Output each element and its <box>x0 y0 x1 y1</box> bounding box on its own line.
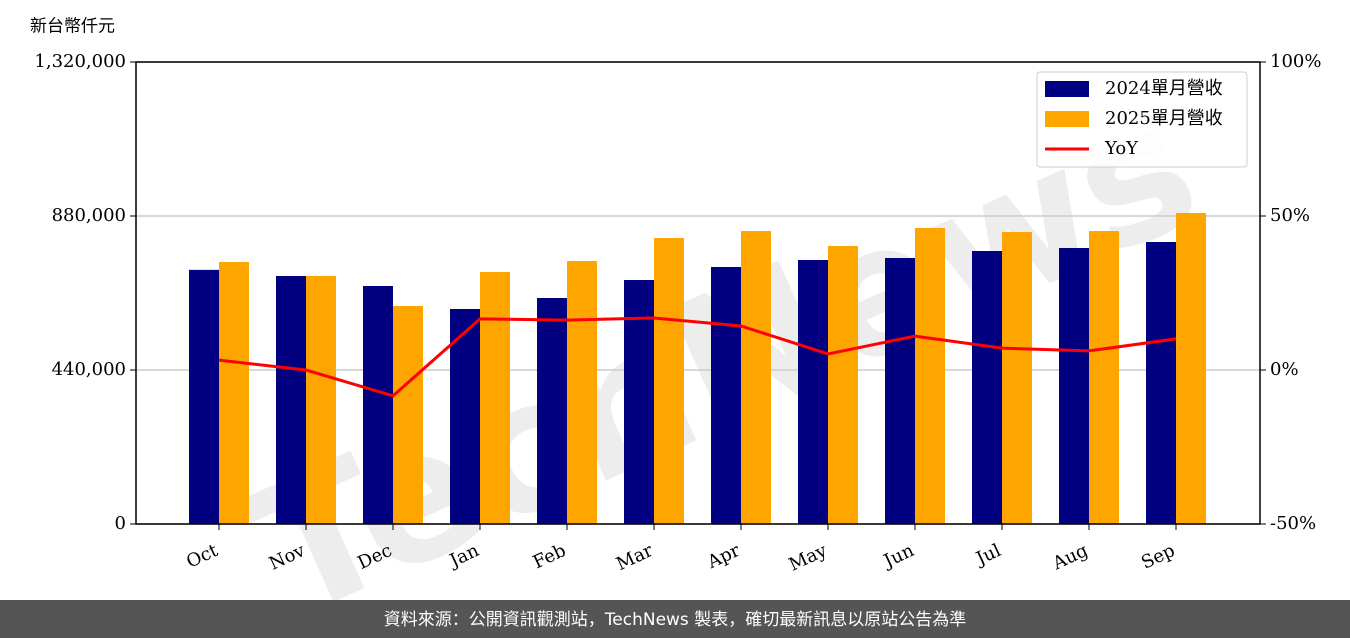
bar <box>711 266 741 524</box>
legend-label: YoY <box>1104 138 1139 159</box>
y2-tick-label: 0% <box>1270 359 1299 380</box>
bar <box>306 275 336 524</box>
x-tick-label: Aug <box>1049 540 1092 575</box>
legend-label: 2025單月營收 <box>1105 108 1223 129</box>
legend-box <box>1036 71 1248 168</box>
bar <box>1059 247 1089 525</box>
bar <box>1002 231 1032 524</box>
bar <box>189 269 219 524</box>
yoy-line <box>218 316 1177 398</box>
x-tick-label: Sep <box>1138 540 1178 574</box>
y-tick-label: 1,320,000 <box>34 51 126 72</box>
bar <box>1176 212 1206 525</box>
bar <box>276 275 306 524</box>
bar <box>450 308 480 524</box>
bar <box>567 261 597 524</box>
bar <box>624 280 654 524</box>
unit-label: 新台幣仟元 <box>30 17 115 37</box>
bar <box>915 228 945 524</box>
y-tick-label: 880,000 <box>52 205 126 226</box>
bar <box>885 258 915 524</box>
bar <box>798 259 828 524</box>
bar <box>1089 231 1119 524</box>
x-tick-label: Jun <box>879 540 918 573</box>
y-tick-label: 440,000 <box>52 359 126 380</box>
y-tick-label: 0 <box>115 513 126 534</box>
bar <box>1146 242 1176 524</box>
legend-swatch <box>1045 81 1089 97</box>
legend-label: 2024單月營收 <box>1105 78 1223 99</box>
x-tick-label: Oct <box>183 540 222 573</box>
x-tick-label: May <box>786 540 831 576</box>
y2-tick-label: 50% <box>1270 205 1310 226</box>
x-tick-label: Apr <box>703 540 743 574</box>
x-tick-label: Jul <box>971 540 1004 570</box>
y2-tick-label: 100% <box>1270 51 1321 72</box>
bar <box>654 238 684 524</box>
x-tick-label: Mar <box>613 540 656 575</box>
bar <box>537 298 567 524</box>
plot-frame <box>135 61 1261 525</box>
bar <box>972 251 1002 524</box>
footer-bar <box>0 600 1350 638</box>
footer: 資料來源：公開資訊觀測站，TechNews 製表，確切最新訊息以原站公告為準 <box>384 610 966 630</box>
bar <box>480 272 510 524</box>
bar <box>741 231 771 524</box>
y2-tick-label: -50% <box>1270 513 1316 534</box>
bar <box>393 305 423 524</box>
bar <box>363 286 393 524</box>
bar <box>828 245 858 524</box>
legend-swatch <box>1045 111 1089 127</box>
bar <box>219 261 249 524</box>
